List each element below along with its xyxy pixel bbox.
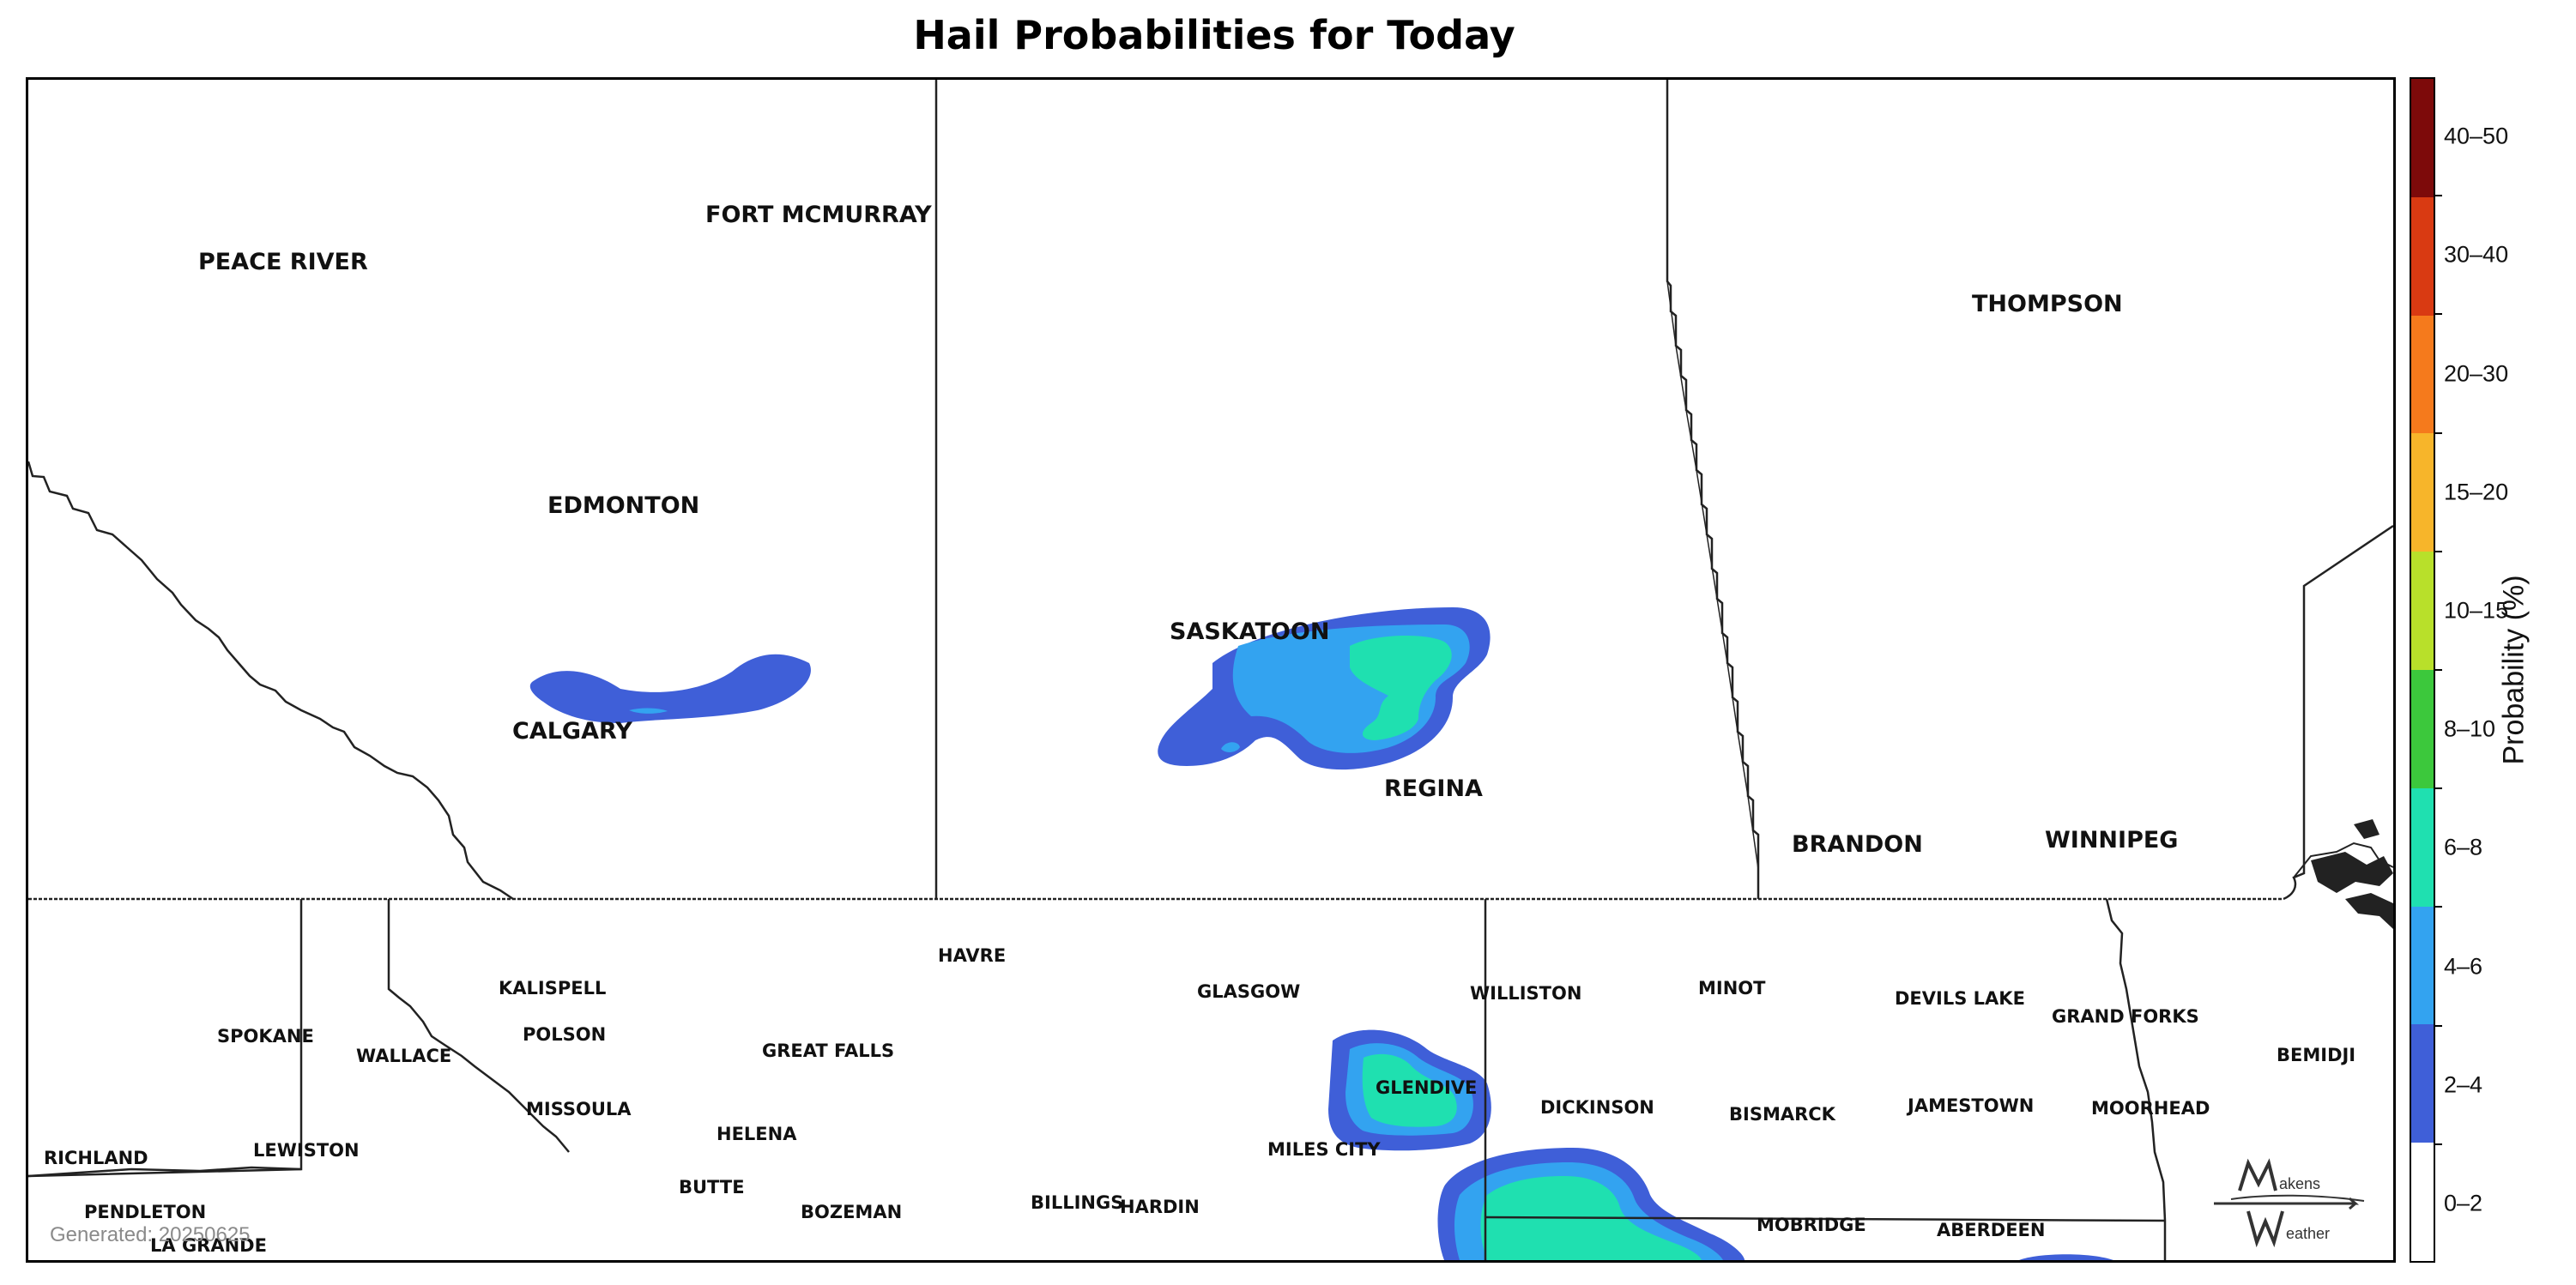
colorbar-segment <box>2411 552 2434 671</box>
colorbar-tick <box>2435 313 2442 316</box>
city-label-jamestown: JAMESTOWN <box>1906 1095 2034 1116</box>
city-label-bemidji: BEMIDJI <box>2277 1045 2355 1065</box>
colorbar-tick <box>2435 669 2442 671</box>
colorbar <box>2410 77 2435 1263</box>
city-label-great-falls: GREAT FALLS <box>762 1041 894 1061</box>
hail-contour-6-8-glendive <box>1362 1053 1457 1127</box>
city-label-fort-mcmurray: FORT MCMURRAY <box>705 202 932 228</box>
city-label-devils-lake: DEVILS LAKE <box>1895 988 2025 1009</box>
generated-date-label: Generated: 20250625 <box>50 1223 251 1246</box>
colorbar-label: 2–4 <box>2444 1071 2483 1098</box>
city-label-butte: BUTTE <box>679 1177 745 1198</box>
colorbar-label: 40–50 <box>2444 123 2509 149</box>
logo-text-2: eather <box>2286 1225 2330 1242</box>
city-label-calgary: CALGARY <box>512 718 632 745</box>
city-label-glendive: GLENDIVE <box>1376 1077 1477 1098</box>
sk-mb-border-inner <box>1666 281 1759 870</box>
hail-contours <box>529 607 2113 1260</box>
colorbar-tick <box>2435 906 2442 908</box>
colorbar-label: 4–6 <box>2444 953 2483 979</box>
city-label-grand-forks: GRAND FORKS <box>2052 1006 2199 1027</box>
map-panel[interactable]: PEACE RIVER FORT MCMURRAY EDMONTON CALGA… <box>26 77 2396 1263</box>
colorbar-segment <box>2411 787 2434 907</box>
hail-contour-2-4-calgary <box>529 654 811 723</box>
city-label-wallace: WALLACE <box>356 1046 451 1066</box>
colorbar-tick <box>2435 431 2442 434</box>
city-label-helena: HELENA <box>717 1124 797 1144</box>
logo-text-1: akens <box>2279 1175 2320 1192</box>
city-label-kalispell: KALISPELL <box>499 978 606 998</box>
city-label-dickinson: DICKINSON <box>1540 1097 1654 1118</box>
city-label-billings: BILLINGS <box>1031 1192 1123 1213</box>
colorbar-tick <box>2435 787 2442 790</box>
colorbar-label: 20–30 <box>2444 360 2509 386</box>
colorbar-tick <box>2435 1143 2442 1145</box>
bc-ab-border <box>28 461 514 901</box>
nd-sd-border <box>1485 1216 2166 1222</box>
city-label-missoula: MISSOULA <box>526 1099 632 1119</box>
city-label-aberdeen: ABERDEEN <box>1937 1220 2045 1240</box>
colorbar-segment <box>2411 906 2434 1025</box>
hail-contour-6-8-saskatoon <box>1350 636 1452 740</box>
city-label-pendleton: PENDLETON <box>84 1202 206 1222</box>
city-label-lewiston: LEWISTON <box>253 1140 360 1161</box>
city-label-polson: POLSON <box>523 1024 606 1045</box>
lake-of-woods-islands <box>2311 819 2393 929</box>
colorbar-tick <box>2435 550 2442 552</box>
city-label-spokane: SPOKANE <box>217 1026 314 1047</box>
nd-mn-border <box>2105 898 2167 1260</box>
city-label-mobridge: MOBRIDGE <box>1757 1215 1866 1235</box>
city-labels: PEACE RIVER FORT MCMURRAY EDMONTON CALGA… <box>44 202 2355 1256</box>
city-label-edmonton: EDMONTON <box>547 492 699 519</box>
city-label-bismarck: BISMARCK <box>1729 1104 1836 1125</box>
colorbar-tick <box>2435 1024 2442 1027</box>
city-label-winnipeg: WINNIPEG <box>2045 827 2178 854</box>
city-label-miles-city: MILES CITY <box>1267 1139 1381 1160</box>
city-label-moorhead: MOORHEAD <box>2091 1098 2210 1119</box>
city-label-bozeman: BOZEMAN <box>801 1202 902 1222</box>
hail-contour-4-6-saskatoon-spot <box>1221 742 1240 752</box>
colorbar-segment <box>2411 1143 2434 1261</box>
makens-weather-logo-icon: akens eather <box>2214 1158 2365 1248</box>
city-label-hardin: HARDIN <box>1120 1197 1200 1217</box>
colorbar-label: 15–20 <box>2444 479 2509 505</box>
colorbar-label: 0–2 <box>2444 1190 2483 1216</box>
map-title: Hail Probabilities for Today <box>913 12 1515 58</box>
city-label-thompson: THOMPSON <box>1972 291 2123 317</box>
city-label-havre: HAVRE <box>938 945 1006 966</box>
city-label-glasgow: GLASGOW <box>1197 981 1300 1002</box>
id-mt-border <box>387 899 570 1153</box>
hail-contour-4-6-calgary <box>629 708 668 714</box>
city-label-minot: MINOT <box>1698 978 1766 998</box>
colorbar-segment <box>2411 79 2434 197</box>
colorbar-tick <box>2435 195 2442 197</box>
city-label-richland: RICHLAND <box>44 1148 148 1168</box>
city-label-brandon: BRANDON <box>1792 831 1923 858</box>
city-label-saskatoon: SASKATOON <box>1170 618 1329 645</box>
hail-contour-2-4-aberdeen-edge <box>2019 1254 2113 1260</box>
colorbar-segment <box>2411 196 2434 316</box>
wa-or-border <box>28 1166 302 1178</box>
city-label-regina: REGINA <box>1384 775 1483 802</box>
sk-mb-border <box>1666 80 1760 899</box>
city-label-williston: WILLISTON <box>1470 983 1581 1004</box>
city-label-peace-river: PEACE RIVER <box>198 249 368 275</box>
colorbar-label: 10–15 <box>2444 597 2509 624</box>
city-label-la-grande: LA GRANDE <box>150 1235 267 1256</box>
colorbar-segment <box>2411 1024 2434 1143</box>
colorbar-segment <box>2411 433 2434 552</box>
boundaries <box>28 80 2393 1260</box>
colorbar-label: 8–10 <box>2444 715 2496 742</box>
colorbar-label: 6–8 <box>2444 834 2483 860</box>
colorbar-title: Probability (%) <box>2497 575 2531 765</box>
colorbar-segment <box>2411 315 2434 434</box>
lake-of-woods-border <box>2283 524 2393 901</box>
colorbar-labels: 0–2 2–4 4–6 6–8 8–10 10–15 15–20 20–30 30–40 40–5… <box>2435 77 2538 1263</box>
colorbar-label: 30–40 <box>2444 241 2509 268</box>
colorbar-segment <box>2411 670 2434 788</box>
